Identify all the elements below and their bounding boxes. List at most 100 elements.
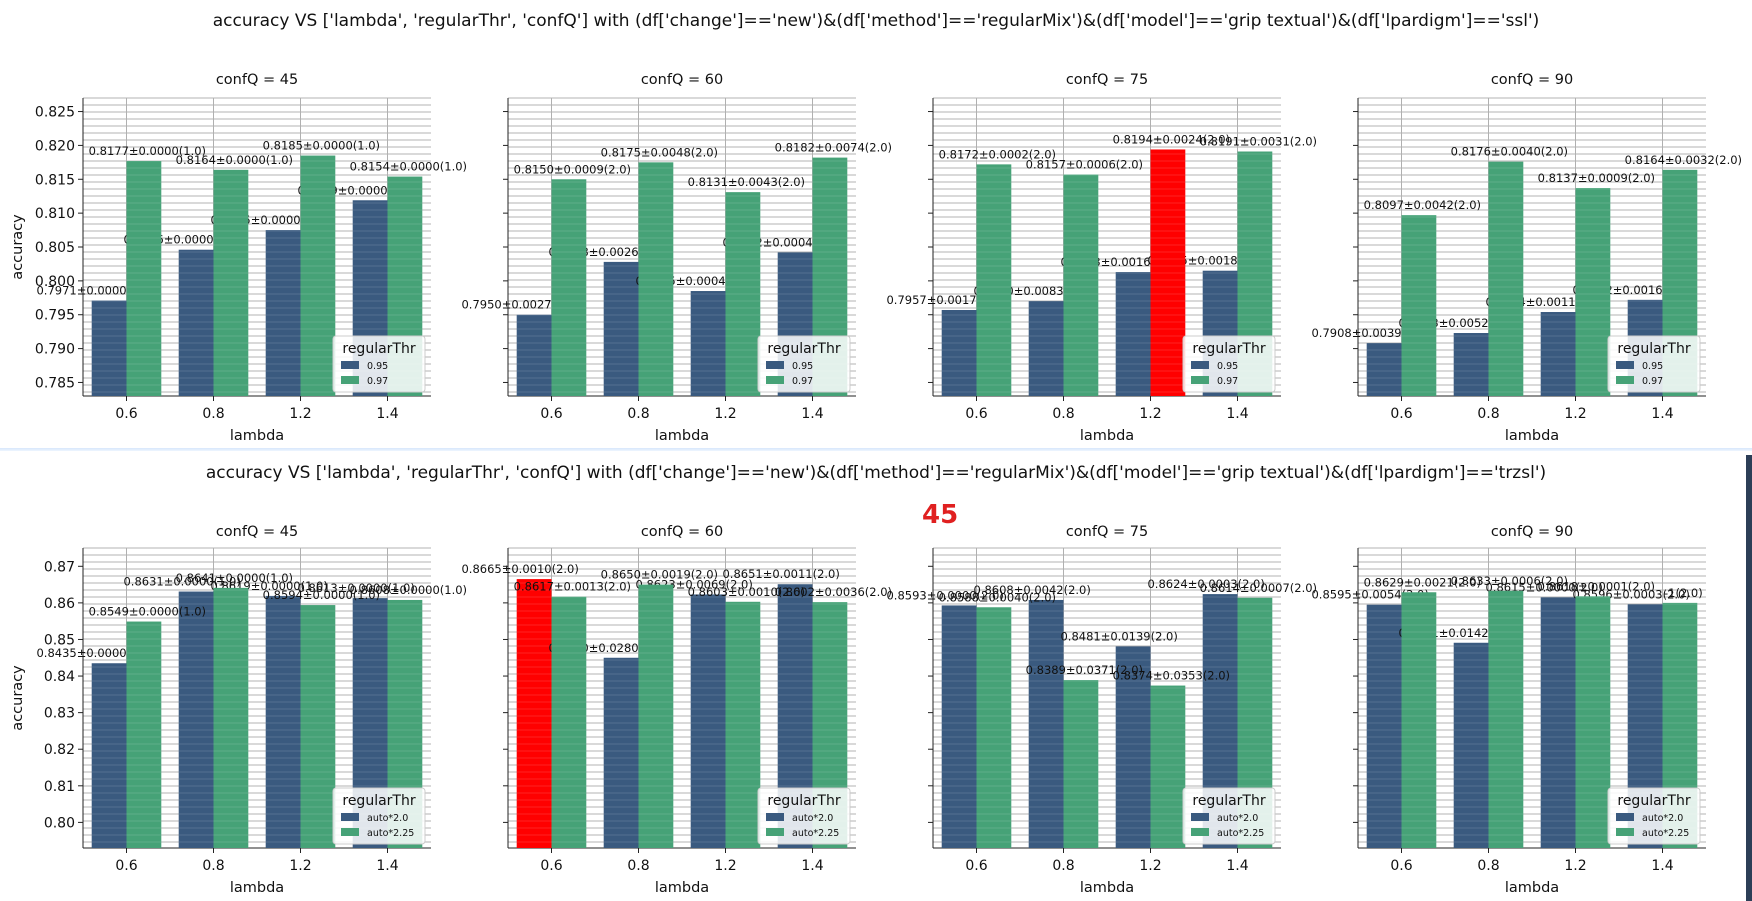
legend-swatch [766, 376, 784, 384]
panel-title: confQ = 45 [216, 524, 298, 540]
legend: regularThr auto*2.0 auto*2.25 [332, 787, 426, 845]
bar [1575, 596, 1611, 848]
x-tick-label: 0.6 [540, 858, 562, 874]
bar [551, 179, 587, 396]
data-label: 0.8608±0.0000(1.0) [350, 583, 467, 597]
bar [638, 584, 674, 848]
data-label: 0.8097±0.0042(2.0) [1364, 198, 1481, 212]
panel-title: confQ = 60 [641, 72, 723, 88]
legend-swatch [1616, 828, 1634, 836]
panel-title: confQ = 60 [641, 524, 723, 540]
data-label: 0.8157±0.0006(2.0) [1026, 158, 1143, 172]
data-label: 0.8150±0.0009(2.0) [514, 162, 631, 176]
legend-title: regularThr [1617, 341, 1690, 357]
x-tick-label: 1.2 [1139, 858, 1161, 874]
data-label: 0.8617±0.0013(2.0) [514, 580, 631, 594]
legend-swatch [341, 361, 359, 369]
legend-swatch [341, 828, 359, 836]
bar [178, 249, 214, 396]
bar [1366, 343, 1402, 396]
bar [126, 621, 162, 848]
data-label: 0.8374±0.0353(2.0) [1113, 669, 1230, 683]
x-axis-label: lambda [1080, 880, 1134, 896]
x-tick-label: 1.4 [801, 406, 823, 422]
bar [941, 605, 977, 848]
legend-swatch [1191, 361, 1209, 369]
y-tick-label: 0.80 [44, 815, 75, 831]
bar [1115, 272, 1151, 396]
bar [941, 309, 977, 396]
x-axis-label: lambda [1080, 428, 1134, 444]
data-label: 0.8164±0.0032(2.0) [1625, 153, 1742, 167]
x-tick-label: 0.8 [1477, 406, 1499, 422]
figure-ssl: accuracy VS ['lambda', 'regularThr', 'co… [10, 11, 1742, 444]
legend: regularThr auto*2.0 auto*2.25 [1607, 787, 1701, 845]
bar [725, 601, 761, 848]
legend-swatch [1616, 813, 1634, 821]
bar [603, 261, 639, 396]
x-axis-label: lambda [1505, 428, 1559, 444]
y-tick-label: 0.87 [44, 559, 75, 575]
data-label: 0.8154±0.0000(1.0) [350, 160, 467, 174]
data-label: 0.8182±0.0074(2.0) [775, 141, 892, 155]
data-label: 0.8549±0.0000(1.0) [89, 605, 206, 619]
bar [603, 657, 639, 848]
legend-label: auto*2.25 [1642, 828, 1689, 839]
bar [1150, 149, 1186, 396]
panel-1: 0.7971±0.0000(1.0)0.8046±0.0000(1.0)0.80… [10, 72, 467, 444]
legend: regularThr 0.95 0.97 [332, 335, 426, 393]
legend-label: auto*2.25 [792, 828, 839, 839]
x-tick-label: 1.2 [1564, 406, 1586, 422]
data-label: 0.8389±0.0371(2.0) [1026, 663, 1143, 677]
bar [265, 595, 301, 848]
scrollbar-edge[interactable] [1746, 455, 1752, 901]
data-label: 0.8594±0.0000(1.0) [263, 588, 380, 602]
data-label: -1(2.0) [1664, 586, 1703, 600]
y-tick-label: 0.81 [44, 779, 75, 795]
bar [1401, 215, 1437, 396]
bar [1115, 646, 1151, 848]
bar [1540, 312, 1576, 396]
data-label: 0.8624±0.0003(2.0) [1147, 577, 1264, 591]
bar [265, 230, 301, 396]
x-tick-label: 0.6 [1390, 406, 1412, 422]
bar [976, 164, 1012, 396]
legend-swatch [1616, 361, 1634, 369]
data-label: 0.8603±0.0010(2.0) [688, 585, 805, 599]
x-tick-label: 1.2 [714, 858, 736, 874]
x-axis-label: lambda [230, 880, 284, 896]
bar [1575, 188, 1611, 396]
bar [1453, 642, 1489, 848]
legend-label: 0.95 [1642, 361, 1663, 372]
figure-trzsl: accuracy VS ['lambda', 'regularThr', 'co… [10, 463, 1706, 896]
x-tick-label: 1.2 [1564, 858, 1586, 874]
data-label: 0.8185±0.0000(1.0) [263, 139, 380, 153]
x-tick-label: 0.8 [1052, 858, 1074, 874]
data-label: 0.8641±0.0000(1.0) [176, 571, 293, 585]
x-tick-label: 0.6 [965, 858, 987, 874]
panel-4: 0.8595±0.0054(2.0)0.8491±0.0142(2.0)0.86… [1311, 524, 1706, 896]
data-label: 0.8435±0.0000(1.0) [36, 646, 153, 660]
bar [1063, 680, 1099, 848]
legend-title: regularThr [1192, 793, 1265, 809]
y-tick-label: 0.83 [44, 706, 75, 722]
legend-title: regularThr [767, 341, 840, 357]
data-label: 0.8613±0.0000(1.0) [297, 581, 414, 595]
data-label: 0.8614±0.0007(2.0) [1200, 581, 1317, 595]
legend: regularThr 0.95 0.97 [1182, 335, 1276, 393]
panel-title: confQ = 45 [216, 72, 298, 88]
panel-3: 0.8593±0.0000(2.0)0.8608±0.0042(2.0) 0.84… [886, 524, 1317, 896]
legend: regularThr 0.95 0.97 [1607, 335, 1701, 393]
y-axis-label: accuracy [10, 665, 26, 731]
legend-swatch [1191, 376, 1209, 384]
legend-title: regularThr [1617, 793, 1690, 809]
bar [213, 169, 249, 396]
bar [1063, 174, 1099, 396]
x-tick-label: 0.6 [540, 406, 562, 422]
y-tick-label: 0.820 [35, 138, 75, 154]
bar [690, 594, 726, 848]
x-axis-label: lambda [230, 428, 284, 444]
x-tick-label: 0.6 [1390, 858, 1412, 874]
bar [91, 663, 127, 848]
